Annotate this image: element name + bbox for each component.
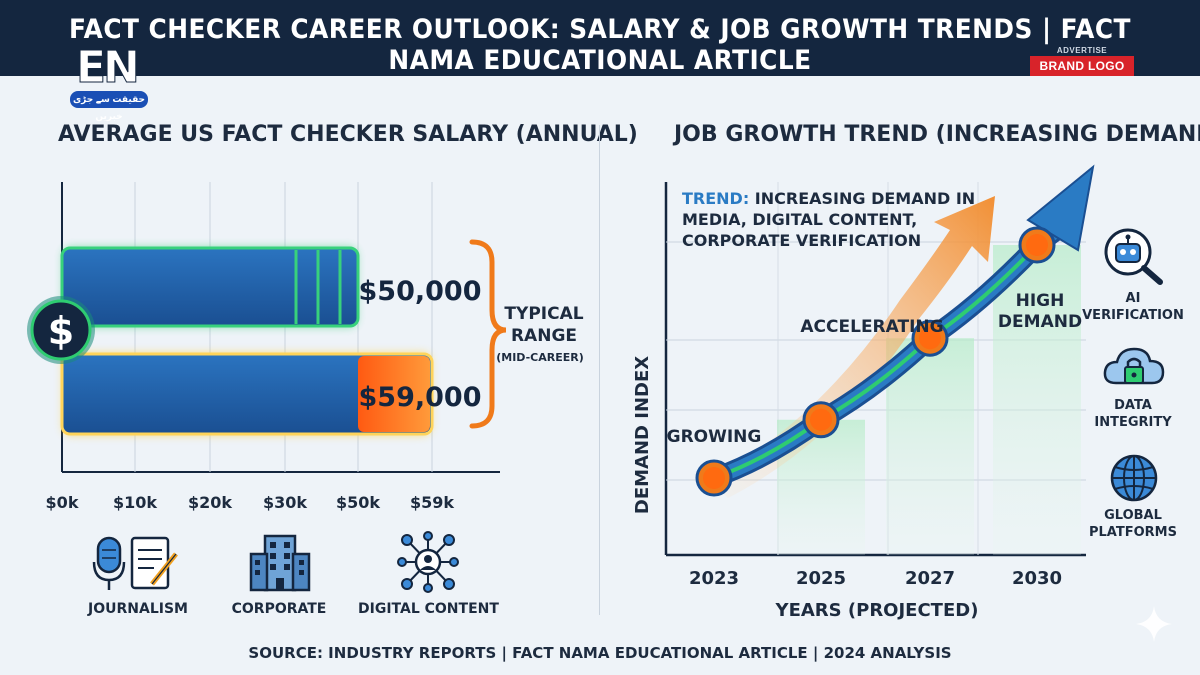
site-logo[interactable]: EN حقیقت سے جڑی خبریں: [70, 42, 148, 121]
point-label-growing: GROWING: [667, 427, 762, 447]
salary-bar-50k: [60, 246, 360, 328]
salary-bar-range-segment: [358, 356, 430, 432]
point-label-high-demand: HIGH DEMAND: [998, 291, 1082, 332]
growth-data-point-core: [810, 408, 832, 431]
robot-magnifier-icon: [1104, 228, 1163, 285]
microphone-notepad-icon: [92, 536, 178, 590]
y-axis-label: DEMAND INDEX: [632, 356, 653, 514]
trend-text-line-1: INCREASING DEMAND IN: [749, 189, 975, 208]
salary-chart-title: AVERAGE US FACT CHECKER SALARY (ANNUAL): [58, 122, 638, 147]
growth-data-point-core: [919, 327, 941, 350]
growth-bar: [993, 245, 1081, 555]
growth-line-highlight: [712, 220, 1070, 480]
logo-tagline: حقیقت سے جڑی خبریں: [70, 91, 148, 121]
trend-text-line-2: MEDIA, DIGITAL CONTENT,: [682, 210, 917, 229]
trend-text-line-3: CORPORATE VERIFICATION: [682, 231, 921, 250]
growth-x-tick-label: 2025: [796, 568, 846, 589]
advertise-brand-slot[interactable]: ADVERTISE BRAND LOGO: [1030, 46, 1134, 76]
growth-x-tick-label: 2023: [689, 568, 739, 589]
x-axis-label: YEARS (PROJECTED): [775, 600, 979, 621]
category-digital-content: DIGITAL CONTENT: [358, 601, 499, 617]
logo-wordmark: EN: [76, 42, 141, 94]
office-building-icon: [249, 534, 311, 592]
growth-x-tick-label: 2030: [1012, 568, 1062, 589]
network-nodes-icon: [397, 531, 459, 593]
sparkle-icon: [1136, 606, 1172, 642]
page-title: FACT CHECKER CAREER OUTLOOK: SALARY & JO…: [69, 14, 1131, 76]
trend-annotation: TREND: INCREASING DEMAND IN MEDIA, DIGIT…: [682, 189, 981, 250]
globe-icon: [1110, 454, 1158, 502]
salary-value-label-50k: $50,000: [359, 276, 482, 307]
source-footer: SOURCE: INDUSTRY REPORTS | FACT NAMA EDU…: [248, 644, 952, 662]
driver-ai-verification: AI VERIFICATION: [1082, 291, 1184, 323]
salary-value-label-59k: $59,000: [359, 382, 482, 413]
cloud-lock-icon: [1103, 347, 1165, 385]
section-divider: [599, 125, 600, 615]
point-label-accelerating: ACCELERATING: [800, 317, 943, 337]
growth-data-point-core: [1026, 234, 1048, 256]
advertise-label: ADVERTISE: [1056, 46, 1108, 55]
driver-global-platforms: GLOBAL PLATFORMS: [1089, 508, 1177, 540]
growth-data-point-core: [703, 467, 725, 489]
trend-arrow-orange: [710, 196, 995, 498]
category-journalism: JOURNALISM: [88, 601, 188, 617]
growth-line-chart: 2023 2025 2027 2030 YEARS (PROJECTED) DEMAN…: [632, 164, 1095, 621]
category-corporate: CORPORATE: [231, 601, 327, 617]
salary-tick-label: $30k: [263, 493, 307, 512]
range-label: TYPICAL RANGE: [504, 304, 583, 346]
growth-x-tick-label: 2027: [905, 568, 955, 589]
salary-bar-chart: $50,000 $59,000 $0k $10k $20k $30k $50k $59k $…: [27, 182, 584, 512]
salary-tick-label: $20k: [188, 493, 232, 512]
growth-chart-title: JOB GROWTH TREND (INCREASING DEMAND): [674, 122, 1200, 147]
svg-text:$: $: [48, 309, 74, 353]
salary-tick-label: $10k: [113, 493, 157, 512]
salary-tick-label: $59k: [410, 493, 454, 512]
header-banner: FACT CHECKER CAREER OUTLOOK: SALARY & JO…: [0, 0, 1200, 76]
range-bracket: [469, 239, 507, 429]
salary-bar-59k: [60, 352, 434, 436]
salary-tick-label: $0k: [46, 493, 79, 512]
range-sublabel: (MID-CAREER): [496, 351, 584, 364]
driver-data-integrity: DATA INTEGRITY: [1094, 398, 1172, 430]
trend-keyword: TREND:: [682, 189, 749, 208]
dollar-icon: $: [27, 296, 95, 364]
brand-logo-badge: BRAND LOGO: [1030, 56, 1134, 76]
salary-tick-label: $50k: [336, 493, 380, 512]
